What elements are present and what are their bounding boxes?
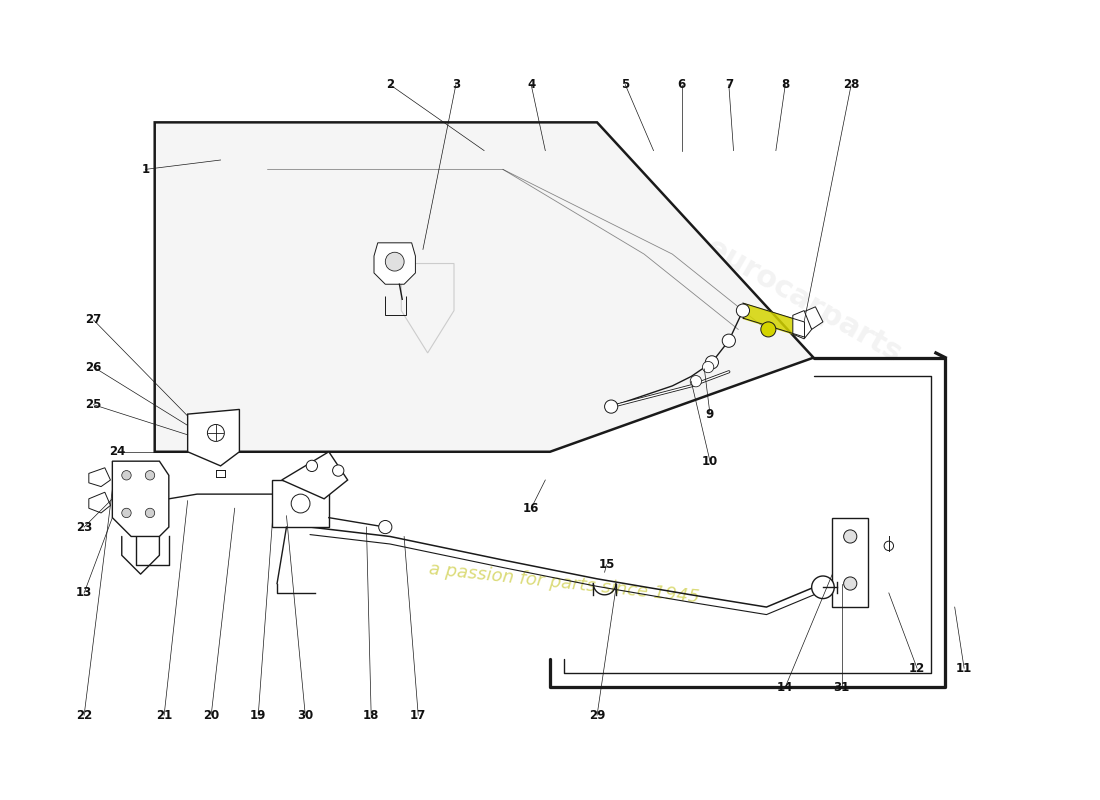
Polygon shape [112,461,168,537]
Circle shape [884,541,893,550]
Text: 23: 23 [76,521,92,534]
Circle shape [306,460,318,471]
Text: 24: 24 [109,446,125,458]
Text: 17: 17 [410,709,427,722]
Circle shape [705,356,718,369]
Text: 29: 29 [588,709,605,722]
Polygon shape [188,410,240,466]
Circle shape [292,494,310,513]
Text: 10: 10 [702,454,718,468]
Text: 21: 21 [156,709,173,722]
Text: 2: 2 [386,78,394,91]
Text: 30: 30 [297,709,313,722]
Text: 11: 11 [956,662,972,674]
Text: a passion for parts since 1945: a passion for parts since 1945 [428,560,701,606]
Circle shape [690,375,702,387]
Text: 26: 26 [86,361,101,374]
Polygon shape [802,307,823,330]
Polygon shape [89,492,110,513]
Text: 12: 12 [909,662,925,674]
Circle shape [703,362,714,373]
Bar [273,480,329,527]
Text: 28: 28 [843,78,859,91]
Text: 3: 3 [452,78,460,91]
Text: 13: 13 [76,586,92,599]
Circle shape [145,508,155,518]
Polygon shape [793,310,812,339]
Circle shape [122,470,131,480]
Polygon shape [282,452,348,499]
Text: 16: 16 [522,502,539,514]
Text: 20: 20 [204,709,219,722]
Text: 8: 8 [781,78,790,91]
Text: 4: 4 [527,78,536,91]
Polygon shape [155,122,814,452]
Text: 7: 7 [725,78,733,91]
Polygon shape [374,243,416,284]
Text: 25: 25 [86,398,101,411]
Text: 6: 6 [678,78,686,91]
Circle shape [761,322,776,337]
Circle shape [378,521,392,534]
Circle shape [385,252,404,271]
Polygon shape [89,468,110,486]
Text: eurocarparts: eurocarparts [701,233,908,369]
Text: 5: 5 [621,78,629,91]
Circle shape [844,530,857,543]
Text: 27: 27 [86,314,101,326]
Text: 9: 9 [706,408,714,421]
Text: 18: 18 [363,709,379,722]
Circle shape [844,577,857,590]
Circle shape [736,304,749,317]
Circle shape [332,465,344,476]
Text: 1: 1 [141,163,150,176]
Circle shape [605,400,618,413]
Text: 22: 22 [76,709,92,722]
Circle shape [145,470,155,480]
Text: 15: 15 [598,558,615,571]
Text: 19: 19 [250,709,266,722]
Text: 31: 31 [834,681,850,694]
Text: 14: 14 [777,681,793,694]
Bar [833,518,868,607]
Circle shape [812,576,834,598]
Circle shape [208,425,224,442]
Circle shape [723,334,736,347]
Circle shape [122,508,131,518]
